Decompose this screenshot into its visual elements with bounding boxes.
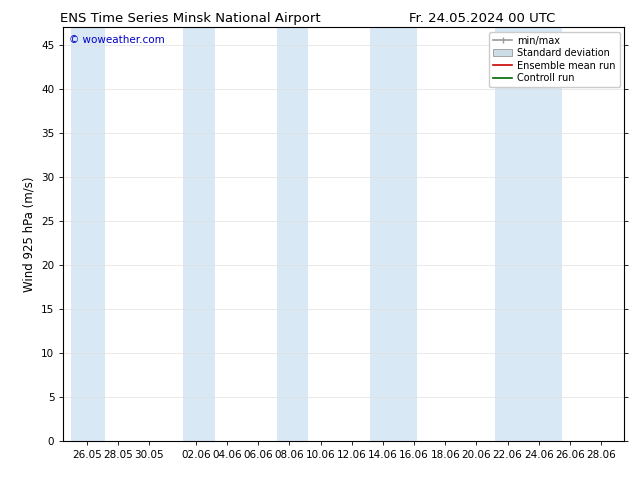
Bar: [277, 27, 308, 441]
Legend: min/max, Standard deviation, Ensemble mean run, Controll run: min/max, Standard deviation, Ensemble me…: [489, 32, 619, 87]
Bar: [495, 27, 562, 441]
Bar: [183, 27, 214, 441]
Text: Fr. 24.05.2024 00 UTC: Fr. 24.05.2024 00 UTC: [409, 12, 555, 25]
Bar: [71, 27, 105, 441]
Text: ENS Time Series Minsk National Airport: ENS Time Series Minsk National Airport: [60, 12, 321, 25]
Y-axis label: Wind 925 hPa (m/s): Wind 925 hPa (m/s): [23, 176, 36, 292]
Text: © woweather.com: © woweather.com: [69, 35, 165, 45]
Bar: [370, 27, 417, 441]
